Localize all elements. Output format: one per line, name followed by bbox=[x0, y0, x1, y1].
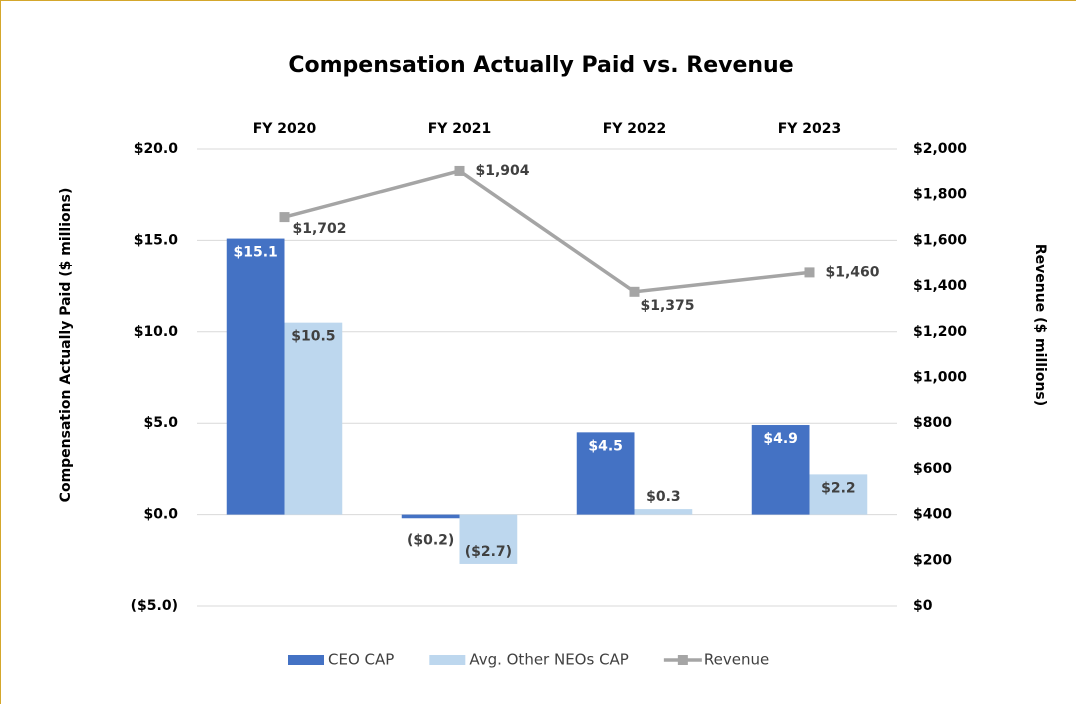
y-tick-label: $15.0 bbox=[134, 232, 179, 248]
data-label: $1,904 bbox=[476, 163, 530, 179]
bar bbox=[284, 322, 343, 515]
bar bbox=[459, 514, 518, 564]
y-tick-label: $0.0 bbox=[143, 507, 178, 523]
bar bbox=[634, 509, 693, 515]
data-label: $1,460 bbox=[826, 264, 880, 280]
y-axis-title: Compensation Actually Paid ($ millions) bbox=[58, 188, 74, 503]
x-tick-label: FY 2020 bbox=[253, 121, 317, 137]
y-tick-label: $10.0 bbox=[134, 324, 179, 340]
x-tick-label: FY 2023 bbox=[778, 121, 842, 137]
line-marker bbox=[804, 267, 815, 278]
y-tick-label: ($5.0) bbox=[131, 598, 178, 614]
legend-swatch bbox=[288, 655, 324, 665]
legend-label: Avg. Other NEOs CAP bbox=[469, 651, 629, 669]
line-marker bbox=[454, 165, 465, 176]
data-label: ($0.2) bbox=[407, 532, 454, 548]
y2-tick-label: $1,800 bbox=[913, 187, 967, 203]
y2-tick-label: $1,000 bbox=[913, 370, 967, 386]
bar bbox=[401, 514, 460, 519]
line-marker bbox=[279, 212, 290, 223]
y-tick-label: $20.0 bbox=[134, 141, 179, 157]
y2-tick-label: $200 bbox=[913, 552, 952, 568]
bar bbox=[226, 238, 285, 515]
data-label: $0.3 bbox=[646, 489, 681, 505]
chart-title: Compensation Actually Paid vs. Revenue bbox=[288, 53, 793, 78]
legend-swatch bbox=[429, 655, 466, 665]
y2-axis-title: Revenue ($ millions) bbox=[1032, 244, 1048, 406]
y2-tick-label: $1,200 bbox=[913, 324, 967, 340]
y2-tick-label: $400 bbox=[913, 507, 952, 523]
y2-tick-label: $1,400 bbox=[913, 278, 967, 294]
data-label: $1,702 bbox=[293, 221, 347, 237]
data-label: $15.1 bbox=[233, 245, 277, 261]
y2-tick-label: $800 bbox=[913, 415, 952, 431]
y2-tick-label: $600 bbox=[913, 461, 952, 477]
data-label: $10.5 bbox=[291, 329, 335, 345]
y-tick-label: $5.0 bbox=[143, 415, 178, 431]
legend-label: CEO CAP bbox=[328, 651, 394, 669]
x-tick-label: FY 2021 bbox=[428, 121, 492, 137]
bar bbox=[576, 432, 635, 515]
data-label: ($2.7) bbox=[465, 544, 512, 560]
data-label: $1,375 bbox=[641, 298, 695, 314]
y2-tick-label: $1,600 bbox=[913, 232, 967, 248]
bar bbox=[751, 425, 810, 515]
legend-swatch bbox=[677, 655, 688, 665]
y2-tick-label: $2,000 bbox=[913, 141, 967, 157]
x-tick-label: FY 2022 bbox=[603, 121, 667, 137]
bar bbox=[809, 474, 868, 515]
revenue-line bbox=[284, 169, 810, 294]
data-label: $4.5 bbox=[588, 438, 623, 454]
legend-label: Revenue bbox=[704, 651, 769, 669]
y2-tick-label: $0 bbox=[913, 598, 933, 614]
line-marker bbox=[629, 286, 640, 297]
data-label: $2.2 bbox=[821, 480, 856, 496]
data-label: $4.9 bbox=[763, 431, 798, 447]
